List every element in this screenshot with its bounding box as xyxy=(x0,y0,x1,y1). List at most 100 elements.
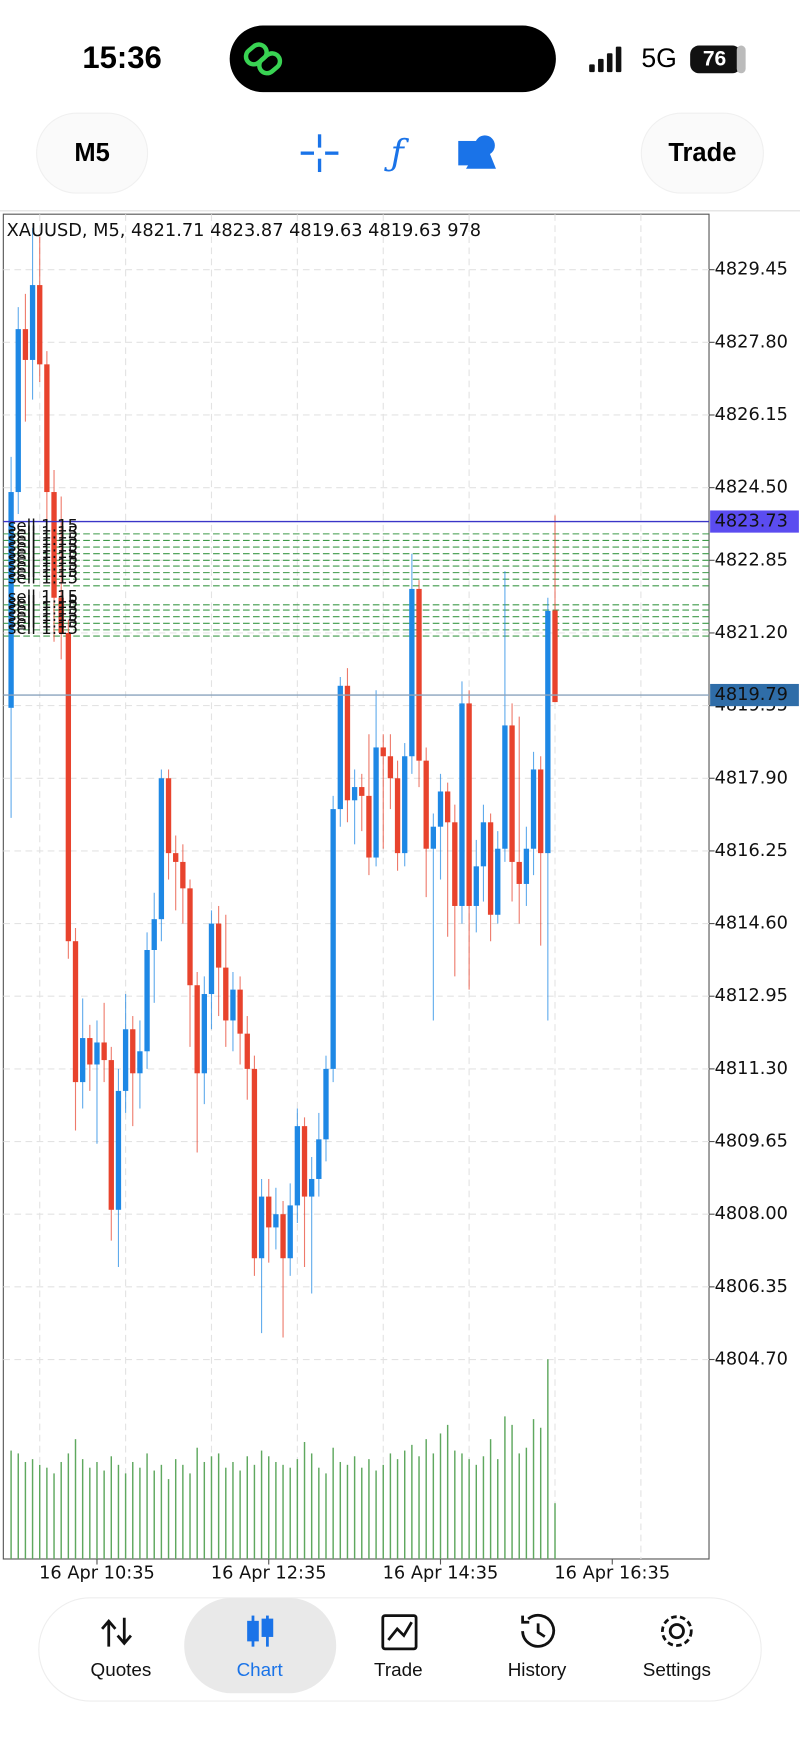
candle-body xyxy=(65,632,72,942)
chart-frame xyxy=(2,213,710,1560)
candle-body xyxy=(80,1038,86,1083)
candle-body xyxy=(244,1033,250,1069)
candle-body xyxy=(237,989,243,1034)
candle-body xyxy=(37,285,43,365)
candle-body xyxy=(444,791,451,823)
y-tick-label: 4809.65 xyxy=(715,1132,788,1152)
order-label: sell 1.15 xyxy=(8,537,78,556)
candle-body xyxy=(545,610,551,854)
tab-icons xyxy=(101,1613,693,1651)
candle-body xyxy=(208,923,215,995)
candle-body xyxy=(351,787,358,801)
order-label: sell 1.15 xyxy=(8,619,78,638)
order-label: sell 1.15 xyxy=(8,593,78,612)
price-label: 4823.73 xyxy=(715,512,788,532)
candle-body xyxy=(366,795,372,858)
crosshair-icon[interactable] xyxy=(300,134,339,173)
objects-icon[interactable] xyxy=(458,135,496,169)
tab-label[interactable]: Settings xyxy=(643,1659,711,1680)
candle-body xyxy=(487,822,494,915)
tab-label[interactable]: Trade xyxy=(374,1659,423,1680)
candle-body xyxy=(523,848,530,884)
y-tick-label: 4826.15 xyxy=(715,405,788,425)
candle-body xyxy=(430,826,437,849)
trade-label[interactable]: Trade xyxy=(668,139,736,167)
x-tick-label: 16 Apr 10:35 xyxy=(39,1563,155,1583)
order-label: sell 1.15 xyxy=(8,600,78,619)
y-tick-label: 4827.80 xyxy=(715,332,788,352)
candle-body xyxy=(187,888,193,986)
candle-body xyxy=(323,1068,329,1140)
candle-body xyxy=(251,1068,258,1259)
candle-body xyxy=(94,1042,100,1065)
candle-body xyxy=(538,769,544,854)
price-box xyxy=(710,510,799,533)
y-tick-label: 4829.45 xyxy=(715,260,788,280)
timeframe[interactable]: M5 xyxy=(74,139,109,167)
candle-body xyxy=(452,822,458,906)
candle-body xyxy=(173,853,179,862)
candle-body xyxy=(344,685,351,801)
candle-body xyxy=(258,1196,265,1259)
order-label: sell 1.15 xyxy=(8,606,78,625)
candle-body xyxy=(180,861,186,889)
indicators-icon[interactable]: ƒ xyxy=(384,133,410,174)
candle-body xyxy=(480,822,487,867)
candle-body xyxy=(130,1029,136,1074)
y-tick-label: 4816.25 xyxy=(715,841,788,861)
order-label: sell 1.15 xyxy=(8,530,78,549)
candle-body xyxy=(509,725,515,862)
candle-body xyxy=(301,1126,308,1197)
order-label: sell 1.15 xyxy=(8,543,78,562)
candle-body xyxy=(402,756,408,854)
x-tick-label: 16 Apr 16:35 xyxy=(554,1563,670,1583)
candle-body xyxy=(266,1196,272,1228)
candle-body xyxy=(29,285,36,360)
battery-level: 76 xyxy=(703,48,726,71)
candle-body xyxy=(423,760,429,849)
candle-body xyxy=(437,791,444,827)
candle-body xyxy=(409,588,415,757)
dynamic-island xyxy=(229,25,556,93)
status-time: 15:36 xyxy=(82,40,161,75)
candle-body xyxy=(151,919,157,950)
candle-body xyxy=(108,1060,114,1210)
candle-body xyxy=(530,769,537,849)
chart-title: XAUUSD, M5, 4821.71 4823.87 4819.63 4819… xyxy=(7,221,481,241)
order-label: sell 1.15 xyxy=(8,555,78,574)
y-tick-label: 4804.70 xyxy=(715,1350,788,1370)
timeframe-button[interactable] xyxy=(36,112,149,194)
order-label: sell 1.15 xyxy=(8,562,78,581)
candle-body xyxy=(201,994,207,1074)
y-tick-label: 4812.95 xyxy=(715,986,788,1006)
trade-button[interactable] xyxy=(640,112,764,194)
candle-body xyxy=(466,703,472,906)
y-tick-label: 4806.35 xyxy=(715,1277,788,1297)
candle-body xyxy=(273,1214,279,1228)
candle-body xyxy=(215,923,222,968)
candle-body xyxy=(101,1042,107,1061)
x-tick-label: 16 Apr 14:35 xyxy=(383,1563,499,1583)
x-tick-label: 16 Apr 12:35 xyxy=(211,1563,327,1583)
candle-body xyxy=(502,725,508,849)
y-tick-label: 4817.90 xyxy=(715,768,788,788)
tab-label[interactable]: Quotes xyxy=(91,1659,152,1680)
signal-icon xyxy=(589,46,622,73)
candle-body xyxy=(115,1090,122,1210)
candle-body xyxy=(394,778,401,854)
battery xyxy=(690,45,742,74)
tab-label[interactable]: Chart xyxy=(237,1659,284,1680)
candle-body xyxy=(337,685,343,810)
candle-body xyxy=(459,703,465,906)
chart xyxy=(2,213,715,1565)
order-label: sell 1.15 xyxy=(8,523,78,542)
y-tick-label: 4824.50 xyxy=(715,478,788,498)
candle-body xyxy=(122,1029,129,1091)
y-tick-label: 4821.20 xyxy=(715,623,788,643)
candle-body xyxy=(373,747,379,858)
link-icon xyxy=(243,42,283,76)
tab-label[interactable]: History xyxy=(508,1659,567,1680)
candle-body xyxy=(380,747,386,757)
